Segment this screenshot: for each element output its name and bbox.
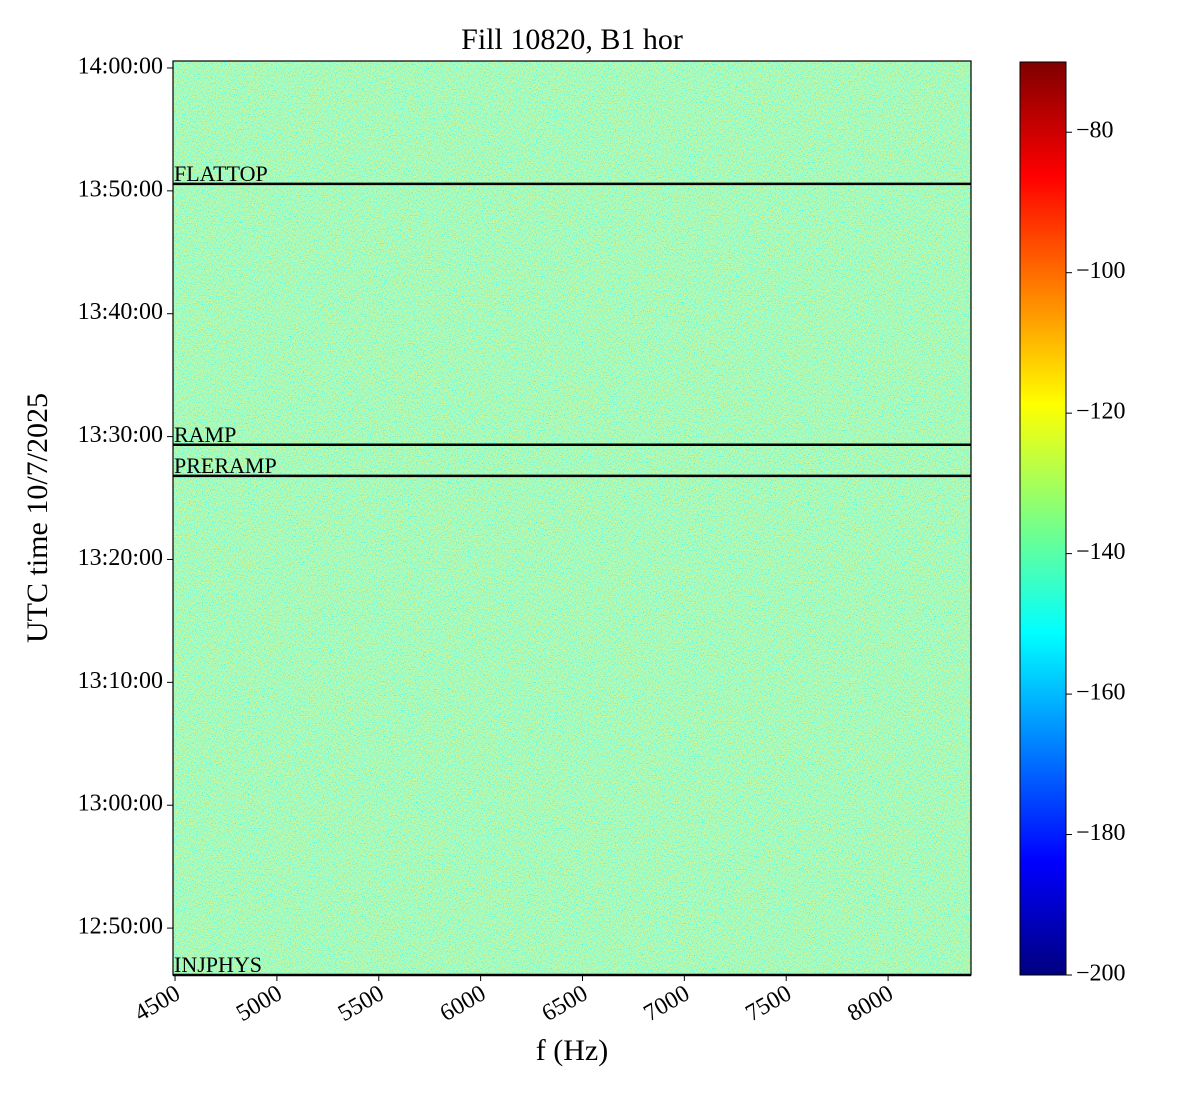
y-tick-label: 13:40:00 [78, 299, 163, 325]
x-tick-label: 8000 [843, 980, 898, 1027]
x-tick-label: 6500 [538, 980, 593, 1027]
y-tick-label: 13:20:00 [78, 545, 163, 571]
colorbar-tick-label: −100 [1076, 258, 1126, 284]
y-tick-label: 12:50:00 [78, 914, 163, 940]
event-label: FLATTOP [174, 161, 268, 186]
spectrogram-image [173, 61, 971, 975]
y-tick-label: 13:00:00 [78, 791, 163, 817]
x-axis-label: f (Hz) [536, 1034, 608, 1067]
plot-frame [172, 60, 972, 976]
colorbar-tick-label: −180 [1076, 820, 1126, 846]
colorbar-tick-label: −140 [1076, 539, 1126, 565]
event-label: INJPHYS [174, 952, 262, 977]
y-tick-label: 13:50:00 [78, 176, 163, 202]
y-tick-label: 13:30:00 [78, 422, 163, 448]
x-tick-label: 7000 [640, 980, 695, 1027]
x-tick-label: 6000 [436, 980, 491, 1027]
event-label: RAMP [174, 422, 236, 447]
x-tick-label: 5000 [232, 980, 287, 1027]
y-tick-label: 14:00:00 [78, 53, 163, 79]
colorbar-tick-label: −160 [1076, 680, 1126, 706]
colorbar-tick-label: −80 [1076, 118, 1114, 144]
y-axis-label: UTC time 10/7/2025 [21, 393, 54, 643]
x-tick-label: 7500 [741, 980, 796, 1027]
colorbar [1019, 61, 1067, 976]
colorbar-tick-label: −200 [1076, 961, 1126, 987]
colorbar-tick-label: −120 [1076, 399, 1126, 425]
x-tick-label: 4500 [130, 980, 185, 1027]
event-label: PRERAMP [174, 453, 277, 478]
chart-title: Fill 10820, B1 hor [461, 23, 683, 56]
y-tick-label: 13:10:00 [78, 668, 163, 694]
x-tick-label: 5500 [334, 980, 389, 1027]
